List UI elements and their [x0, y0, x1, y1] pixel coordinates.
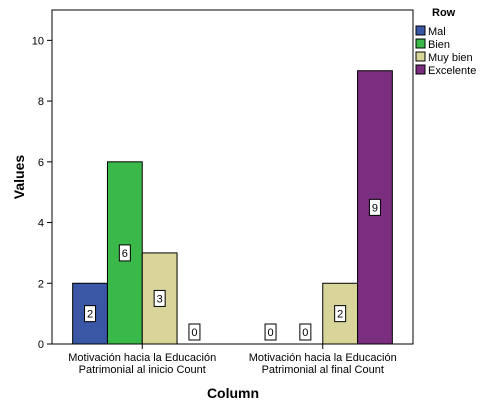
x-tick-label: Motivación hacia la Educación [68, 352, 216, 364]
x-tick-label: Patrimonial al final Count [262, 364, 384, 376]
data-label: 2 [87, 309, 93, 321]
y-tick-label: 2 [38, 278, 44, 290]
legend-label: Muy bien [428, 52, 473, 64]
bars-group: 2 6 3 0 0 0 2 9 [72, 70, 393, 345]
data-label-box [153, 289, 166, 307]
data-label-box [118, 244, 131, 262]
legend-title: Row [432, 7, 456, 19]
data-label: 0 [191, 327, 197, 339]
y-tick-label: 10 [32, 35, 44, 47]
legend-swatch [415, 38, 426, 49]
data-label-box [368, 198, 381, 216]
data-label: 3 [157, 293, 163, 305]
data-label-box [334, 305, 347, 323]
y-tick-label: 8 [38, 96, 44, 108]
legend-label: Excelente [428, 65, 476, 77]
x-axis: Motivación hacia la EducaciónPatrimonial… [68, 344, 397, 376]
legend-swatch [415, 51, 426, 62]
data-label: 0 [302, 327, 308, 339]
data-label: 0 [267, 327, 273, 339]
legend-label: Bien [428, 39, 450, 51]
x-tick-label: Patrimonial al inicio Count [79, 364, 206, 376]
y-tick-label: 0 [38, 339, 44, 351]
y-tick-label: 6 [38, 157, 44, 169]
y-axis-title: Values [11, 155, 27, 200]
data-label-box [264, 323, 277, 341]
data-label: 9 [372, 202, 378, 214]
legend-swatch [415, 25, 426, 36]
legend-swatch [415, 64, 426, 75]
y-axis: 0 2 4 6 8 10 [32, 35, 52, 351]
data-label-box [299, 323, 312, 341]
data-label: 6 [122, 248, 128, 260]
data-label: 2 [337, 309, 343, 321]
y-tick-label: 4 [38, 218, 44, 230]
x-axis-title: Column [207, 385, 259, 401]
x-tick-label: Motivación hacia la Educación [249, 352, 397, 364]
legend-label: Mal [428, 26, 446, 38]
data-label-box [84, 305, 97, 323]
data-label-box [188, 323, 201, 341]
